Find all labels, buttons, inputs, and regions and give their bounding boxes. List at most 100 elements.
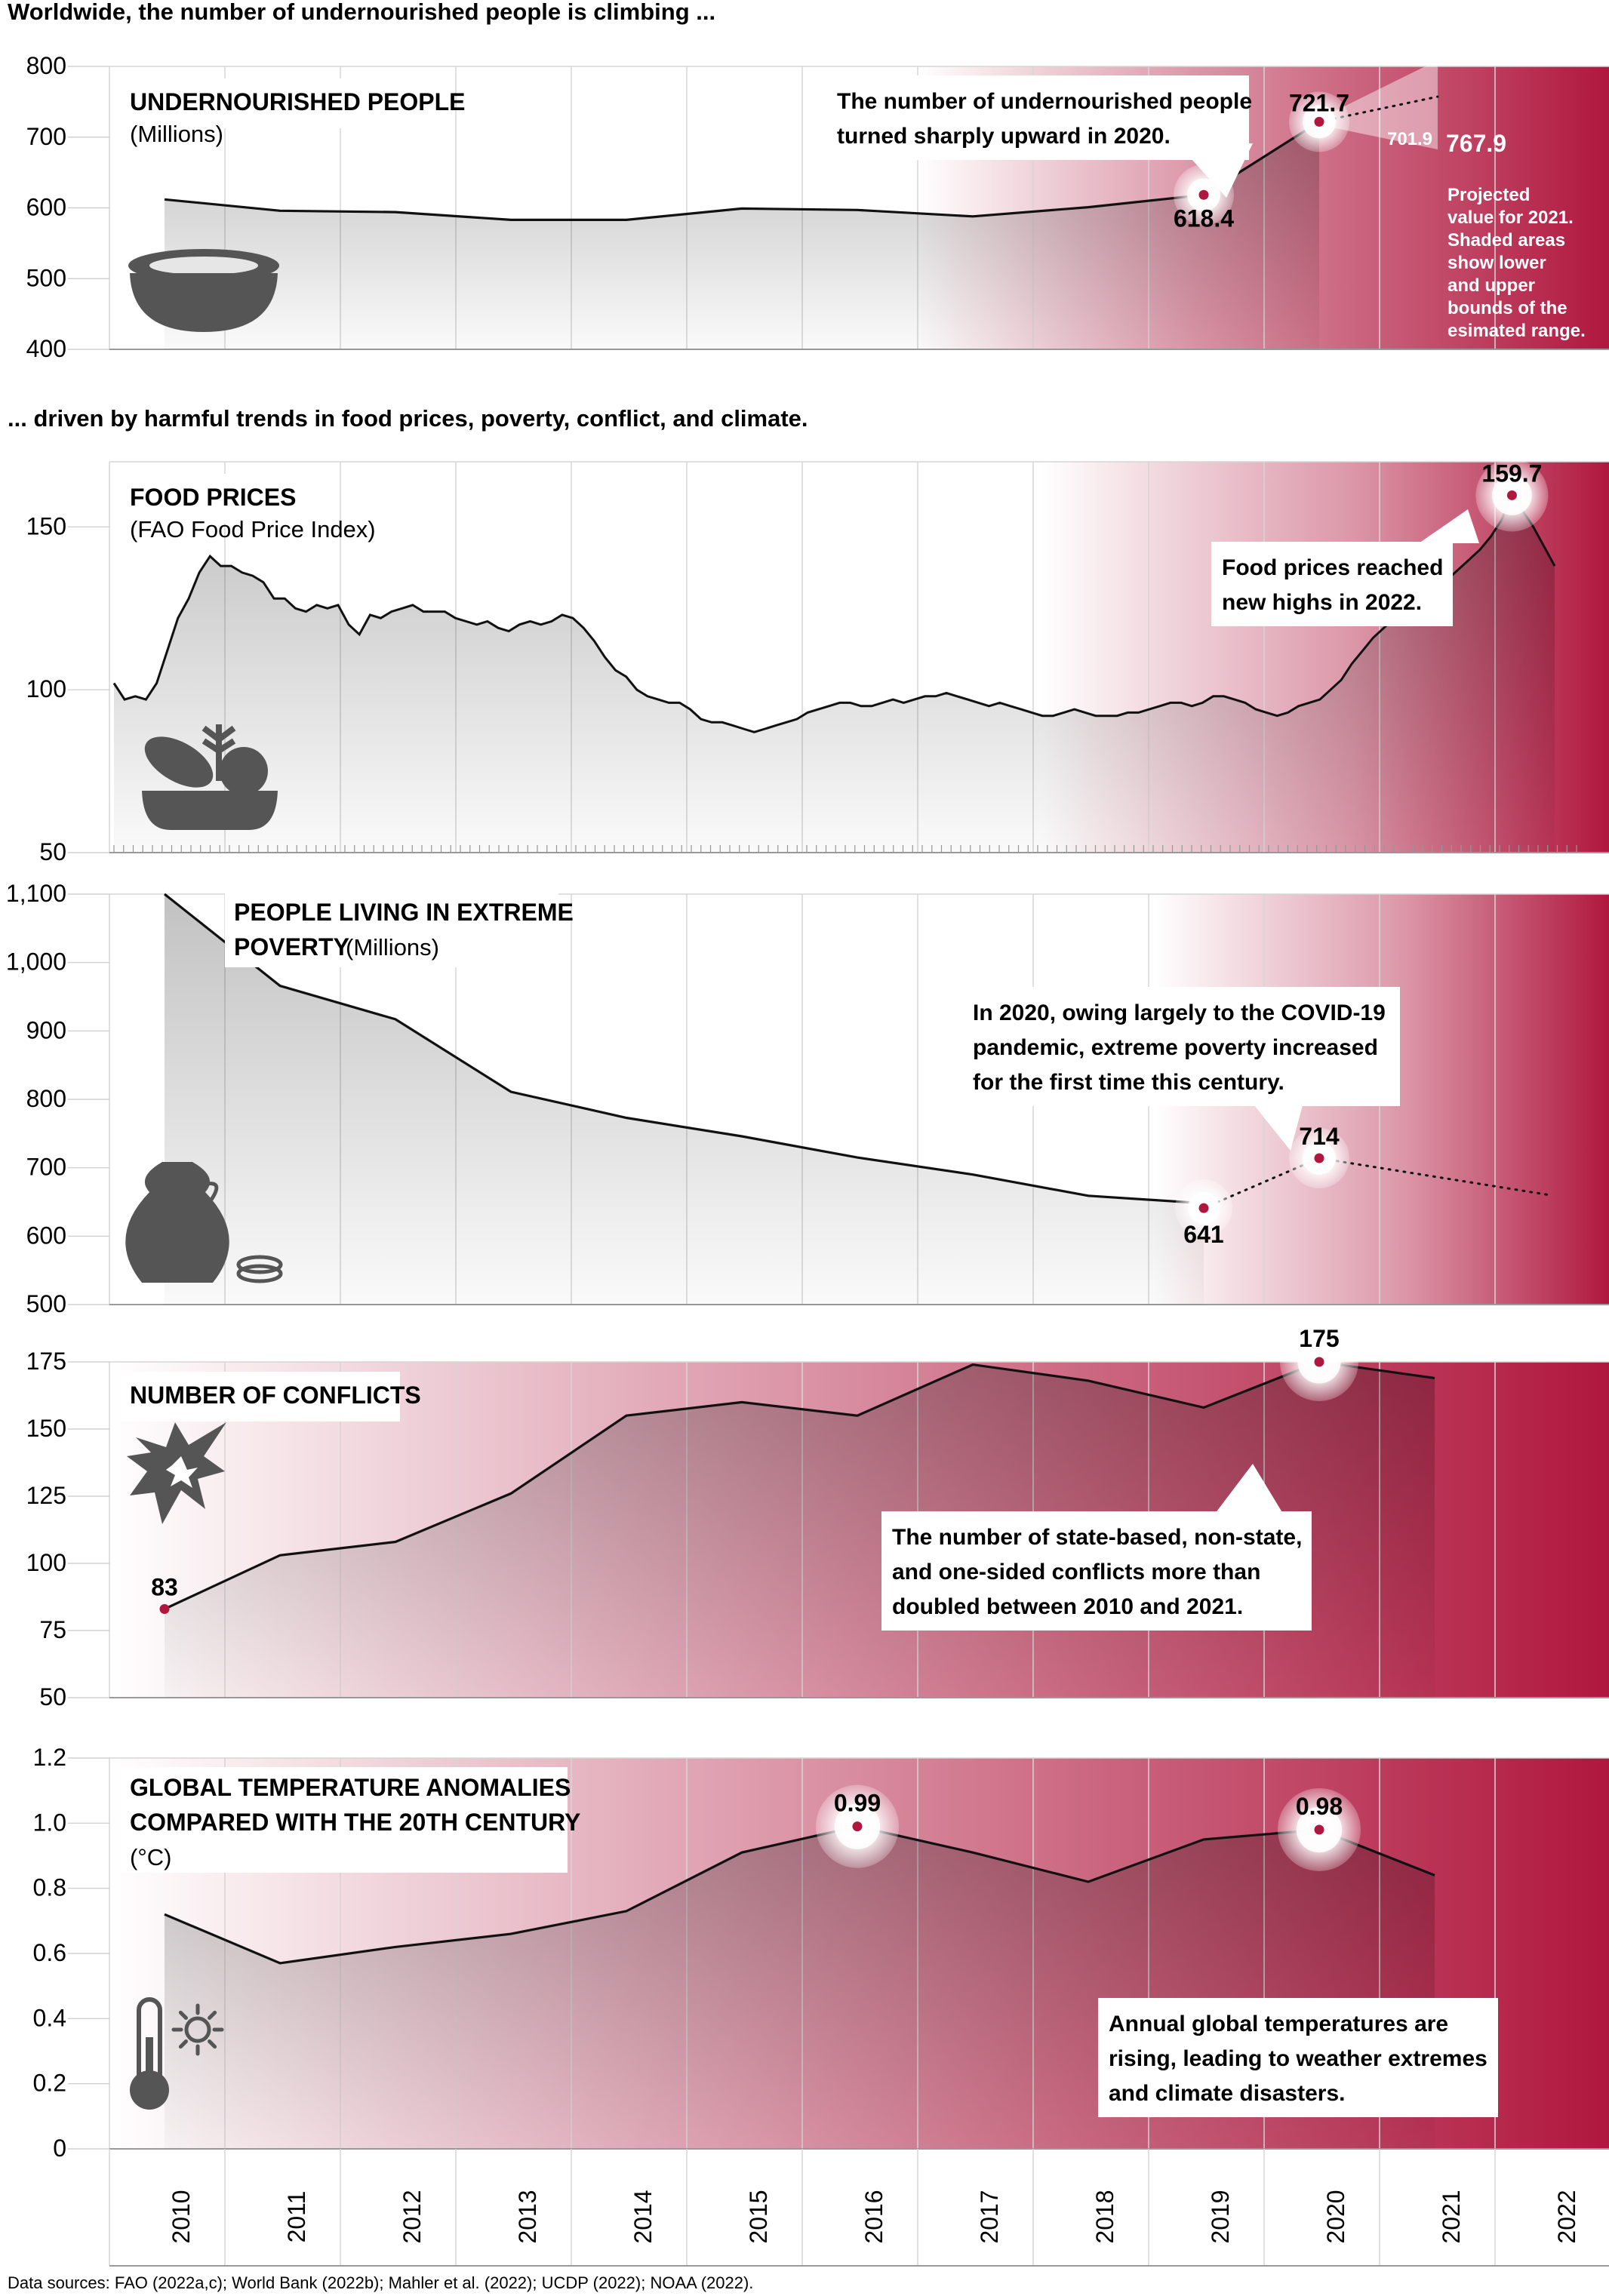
p4-ytick-label: 150 [26, 1415, 66, 1442]
p2-series-line [112, 493, 1556, 733]
p3-callout-text: for the first time this century. [973, 1070, 1284, 1095]
sun-icon-ray [208, 2039, 217, 2049]
thermometer-icon-mercury [146, 2037, 153, 2090]
p4-label-first: 83 [151, 1574, 178, 1601]
p4-callout-text: and one-sided conflicts more than [892, 1560, 1260, 1584]
p3-title-box [225, 892, 558, 967]
p3-unit: (Millions) [346, 934, 439, 961]
sun-icon-ray [178, 2039, 188, 2049]
coin-icon-top [236, 1255, 283, 1274]
p1-label-2020: 721.7 [1289, 89, 1349, 116]
sun-icon [184, 2016, 211, 2043]
year-label: 2016 [860, 2190, 888, 2243]
p4-label-peak: 175 [1299, 1325, 1339, 1352]
year-axis: 2010 2011 2012 2013 2014 2015 2016 2017 2018 2019… [109, 2149, 1609, 2267]
p5-callout-text: rising, leading to weather extremes [1109, 2046, 1487, 2071]
p1-side-note: Shaded areas [1447, 230, 1565, 251]
p1-label-low: 701.9 [1387, 129, 1432, 149]
heading-top: Worldwide, the number of undernourished … [8, 0, 715, 25]
year-label: 2013 [514, 2190, 541, 2243]
p5-label-2016: 0.99 [834, 1790, 881, 1817]
p1-side-note: bounds of the [1447, 298, 1567, 318]
p2-ytick-label: 50 [39, 838, 66, 865]
explosion-icon-core [166, 1456, 198, 1488]
p5-2016-marker [852, 1821, 863, 1832]
p3-projection-line [1202, 1157, 1552, 1209]
p1-label-projection: 767.9 [1446, 130, 1506, 157]
p2-unit: (FAO Food Price Index) [130, 516, 376, 542]
p1-ytick-label: 500 [26, 264, 66, 291]
food-basket-icon-fruit [220, 747, 268, 795]
year-label: 2012 [398, 2190, 426, 2243]
money-bag-icon [125, 1162, 229, 1283]
p2-area [114, 495, 1555, 853]
p5-title-line1: GLOBAL TEMPERATURE ANOMALIES [130, 1774, 571, 1801]
p5-title-box [121, 1767, 568, 1873]
p4-callout-text: doubled between 2010 and 2021. [892, 1594, 1243, 1619]
p4-peak-marker [1314, 1357, 1324, 1367]
p3-area [165, 894, 1204, 1305]
bowl-icon-rim [149, 257, 258, 275]
p2-callout-text: Food prices reached [1222, 555, 1443, 580]
p3-ytick-label: 900 [26, 1016, 66, 1043]
panel-conflicts: 175 150 125 100 75 50 83 175 NUMBER OF CONFLICTS… [26, 1323, 1609, 1710]
p1-2020-marker [1314, 116, 1324, 127]
panel-food-prices: 150 100 50 159.7 FOOD PRICES (FAO Food Price … [26, 459, 1609, 865]
p5-ytick-label: 0 [53, 2135, 66, 2162]
year-label: 2021 [1438, 2190, 1465, 2243]
p3-2019-marker [1198, 1203, 1209, 1213]
year-label: 2015 [745, 2190, 772, 2243]
year-label: 2019 [1207, 2190, 1234, 2243]
year-label: 2017 [976, 2190, 1003, 2243]
p5-label-2020: 0.98 [1296, 1793, 1343, 1820]
p1-ytick-label: 700 [26, 123, 66, 150]
p2-peak-label: 159.7 [1481, 460, 1542, 487]
p3-ytick-label: 1,100 [6, 880, 66, 907]
p1-ytick-label: 600 [26, 194, 66, 221]
p5-title-line2: COMPARED WITH THE 20TH CENTURY [130, 1809, 580, 1836]
p1-series-line [164, 121, 1320, 221]
p4-ytick-label: 100 [26, 1549, 66, 1576]
p5-callout-text: and climate disasters. [1109, 2081, 1345, 2106]
p3-callout-text: In 2020, owing largely to the COVID-19 [973, 1000, 1386, 1025]
p1-ytick-label: 400 [26, 335, 66, 362]
p3-2020-marker [1314, 1153, 1324, 1163]
p5-series-line [164, 1825, 1435, 1965]
p1-callout-text: The number of undernourished people [837, 89, 1252, 114]
p4-ytick-label: 50 [39, 1683, 66, 1710]
p3-ytick-label: 800 [26, 1085, 66, 1112]
p3-series-line [164, 893, 1204, 1205]
money-bag-icon-tie [197, 1182, 219, 1201]
p1-side-note: Projected [1447, 185, 1530, 205]
p5-2020-marker [1314, 1824, 1324, 1835]
p3-callout-text: pandemic, extreme poverty increased [973, 1035, 1378, 1060]
p1-side-note: esimated range. [1447, 321, 1586, 341]
p1-unit: (Millions) [130, 121, 223, 147]
p2-peak-marker [1506, 490, 1517, 500]
p2-callout-box [1211, 542, 1453, 626]
year-label: 2018 [1091, 2190, 1118, 2243]
p4-series-line [164, 1360, 1435, 1610]
p1-area [165, 121, 1319, 349]
p3-title-line2: POVERTY [234, 933, 349, 961]
p5-ytick-label: 0.6 [33, 1939, 66, 1966]
p5-ytick-label: 1.2 [33, 1744, 66, 1771]
p1-title-line: UNDERNOURISHED PEOPLE [130, 88, 466, 115]
p5-callout-box [1098, 1998, 1498, 2117]
p2-callout-text: new highs in 2022. [1222, 590, 1422, 615]
p3-callout-pointer [1245, 1094, 1306, 1151]
p3-ytick-label: 600 [26, 1222, 66, 1249]
p3-ytick-label: 700 [26, 1154, 66, 1181]
panel-undernourished: 800 700 600 500 400 618.4 721.7 828.0 701.9 767.9… [26, 38, 1609, 362]
p5-ytick-label: 1.0 [33, 1809, 66, 1836]
coin-icon [236, 1264, 283, 1283]
p1-callout-box [826, 75, 1249, 160]
p1-side-note: and upper [1447, 275, 1535, 296]
p5-callout-text: Annual global temperatures are [1109, 2012, 1448, 2036]
year-label: 2010 [168, 2190, 195, 2243]
year-label: 2020 [1322, 2190, 1349, 2243]
food-basket-icon-veg [144, 736, 214, 788]
p2-title-box [121, 474, 294, 524]
p2-callout-pointer [1419, 509, 1479, 543]
